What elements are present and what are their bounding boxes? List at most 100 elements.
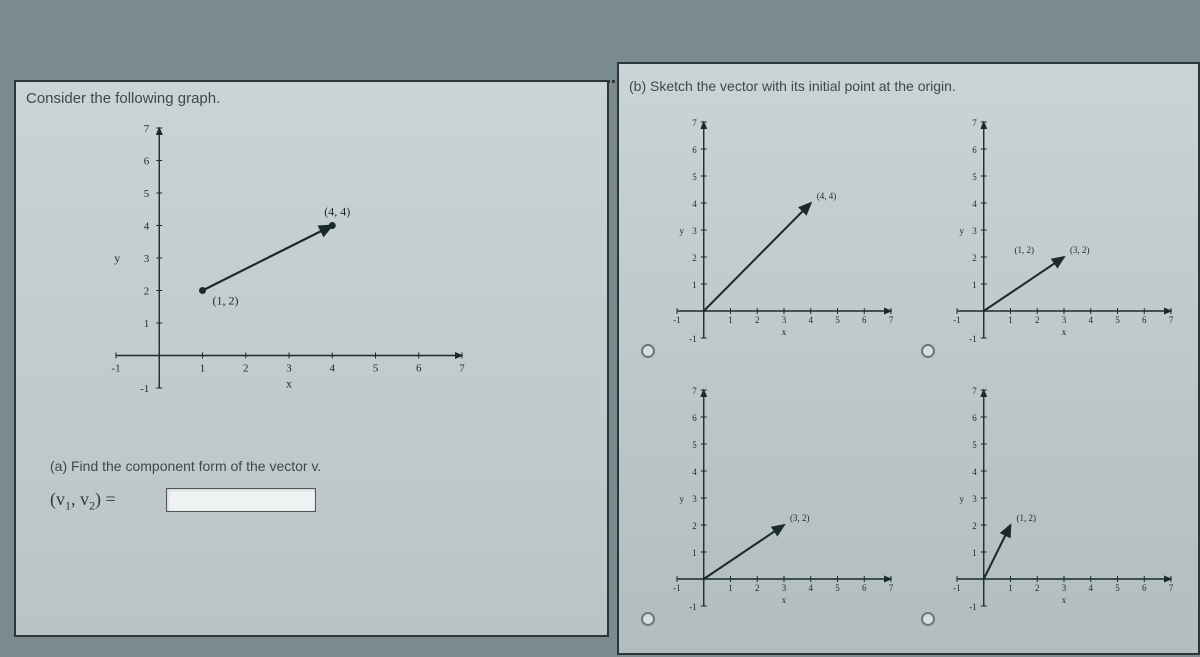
svg-text:3: 3: [972, 494, 977, 504]
svg-text:7: 7: [692, 118, 697, 128]
svg-text:6: 6: [1142, 583, 1147, 593]
svg-text:1: 1: [728, 315, 733, 325]
svg-text:4: 4: [972, 467, 977, 477]
svg-text:-1: -1: [111, 363, 120, 375]
svg-text:5: 5: [373, 363, 379, 375]
svg-text:7: 7: [1169, 315, 1174, 325]
svg-text:4: 4: [692, 467, 697, 477]
right-heading: (b) Sketch the vector with its initial p…: [629, 78, 956, 94]
svg-text:x: x: [286, 377, 292, 391]
svg-text:6: 6: [692, 145, 697, 155]
svg-text:2: 2: [243, 363, 249, 375]
svg-text:x: x: [782, 595, 787, 605]
svg-text:4: 4: [809, 315, 814, 325]
svg-text:6: 6: [1142, 315, 1147, 325]
svg-text:4: 4: [1089, 315, 1094, 325]
svg-text:x: x: [1062, 595, 1067, 605]
svg-text:5: 5: [972, 172, 977, 182]
svg-text:7: 7: [889, 315, 894, 325]
svg-text:x: x: [782, 327, 787, 337]
svg-text:5: 5: [692, 440, 697, 450]
main-graph: -11234567-11234567xy(1, 2)(4, 4): [56, 118, 476, 424]
svg-text:1: 1: [200, 363, 206, 375]
answer-input[interactable]: [166, 488, 316, 512]
svg-text:4: 4: [972, 199, 977, 209]
svg-text:4: 4: [809, 583, 814, 593]
left-panel: Consider the following graph. -1 1 2 3 4 5 6 7 -…: [14, 80, 609, 637]
svg-text:7: 7: [972, 118, 977, 128]
option-graph-3: -11234567-11234567xy(1, 2): [929, 384, 1177, 632]
option-radio-1[interactable]: [921, 344, 935, 358]
svg-text:6: 6: [692, 413, 697, 423]
part-a-text: (a) Find the component form of the vecto…: [50, 458, 321, 474]
svg-text:2: 2: [755, 315, 760, 325]
svg-text:1: 1: [692, 548, 697, 558]
svg-text:5: 5: [692, 172, 697, 182]
svg-text:7: 7: [459, 363, 465, 375]
svg-text:-1: -1: [673, 315, 681, 325]
svg-text:-1: -1: [673, 583, 681, 593]
svg-text:3: 3: [144, 253, 150, 265]
svg-text:1: 1: [692, 280, 697, 290]
svg-text:1: 1: [972, 280, 977, 290]
svg-text:2: 2: [972, 521, 977, 531]
svg-text:7: 7: [972, 386, 977, 396]
svg-text:5: 5: [1115, 583, 1120, 593]
svg-text:6: 6: [972, 145, 977, 155]
svg-text:(4, 4): (4, 4): [324, 205, 350, 219]
svg-text:y: y: [680, 494, 685, 504]
svg-text:3: 3: [692, 494, 697, 504]
svg-text:x: x: [1062, 327, 1067, 337]
svg-text:4: 4: [692, 199, 697, 209]
component-formula: (v1, v2) =: [50, 489, 116, 514]
svg-text:6: 6: [862, 583, 867, 593]
svg-text:(1, 2): (1, 2): [1017, 513, 1037, 523]
svg-text:4: 4: [330, 363, 336, 375]
svg-text:6: 6: [416, 363, 422, 375]
svg-text:-1: -1: [953, 583, 961, 593]
svg-text:-1: -1: [969, 334, 977, 344]
svg-text:2: 2: [755, 583, 760, 593]
option-graph-0: -11234567-11234567xy(4, 4): [649, 116, 897, 364]
svg-text:y: y: [960, 494, 965, 504]
svg-text:1: 1: [1008, 583, 1013, 593]
svg-text:-1: -1: [140, 383, 149, 395]
svg-text:(1, 2): (1, 2): [213, 294, 239, 308]
svg-text:7: 7: [144, 123, 150, 135]
svg-text:(3, 2): (3, 2): [1070, 245, 1090, 255]
svg-text:2: 2: [692, 253, 697, 263]
svg-text:y: y: [114, 251, 120, 265]
formula-close: ) =: [95, 489, 116, 509]
svg-text:2: 2: [972, 253, 977, 263]
svg-text:4: 4: [144, 221, 150, 233]
svg-text:-1: -1: [689, 334, 697, 344]
svg-text:5: 5: [835, 315, 840, 325]
svg-text:1: 1: [728, 583, 733, 593]
svg-text:5: 5: [1115, 315, 1120, 325]
svg-text:1: 1: [1008, 315, 1013, 325]
svg-text:2: 2: [1035, 583, 1040, 593]
svg-text:6: 6: [862, 315, 867, 325]
formula-mid: , v: [71, 489, 89, 509]
svg-text:(3, 2): (3, 2): [790, 513, 810, 523]
svg-text:7: 7: [692, 386, 697, 396]
formula-open: (v: [50, 489, 65, 509]
svg-text:5: 5: [972, 440, 977, 450]
svg-text:1: 1: [972, 548, 977, 558]
svg-text:2: 2: [692, 521, 697, 531]
svg-text:3: 3: [286, 363, 292, 375]
svg-text:(1, 2): (1, 2): [1015, 245, 1035, 255]
option-radio-2[interactable]: [641, 612, 655, 626]
svg-text:y: y: [680, 226, 685, 236]
option-radio-3[interactable]: [921, 612, 935, 626]
svg-text:5: 5: [144, 188, 150, 200]
svg-text:2: 2: [1035, 315, 1040, 325]
svg-text:-1: -1: [969, 602, 977, 612]
svg-text:3: 3: [1062, 315, 1067, 325]
svg-text:3: 3: [972, 226, 977, 236]
svg-text:1: 1: [144, 318, 150, 330]
left-heading: Consider the following graph.: [26, 90, 220, 107]
option-radio-0[interactable]: [641, 344, 655, 358]
svg-text:-1: -1: [953, 315, 961, 325]
svg-text:4: 4: [1089, 583, 1094, 593]
